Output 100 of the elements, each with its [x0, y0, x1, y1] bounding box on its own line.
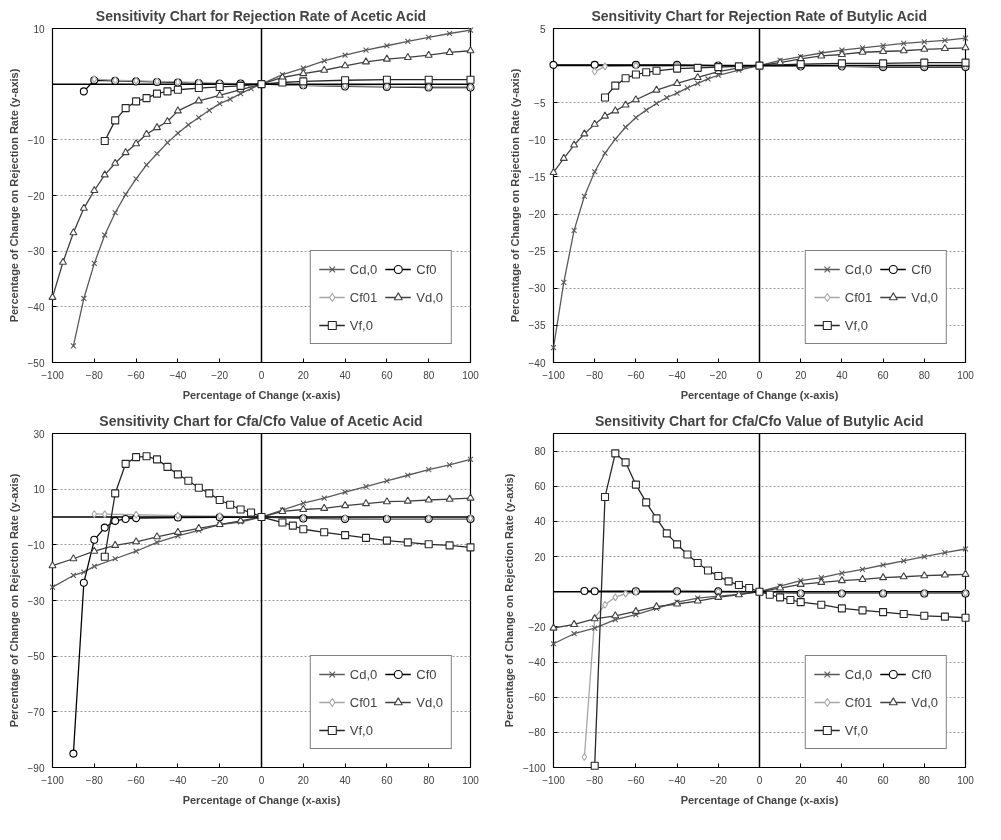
legend-label: Cf0 [416, 666, 437, 682]
x-tick-label: 60 [877, 369, 890, 381]
x-tick-label: −100 [41, 369, 65, 381]
legend-label: Cd,0 [349, 261, 378, 277]
y-tick-label: −90 [27, 762, 45, 774]
x-tick-label: −20 [211, 369, 229, 381]
legend-label: Cd,0 [844, 261, 873, 277]
legend-label: Vd,0 [416, 289, 443, 305]
x-tick-label: 40 [339, 774, 352, 786]
x-tick-label: −40 [668, 774, 687, 786]
y-tick-label: 5 [539, 23, 546, 35]
x-tick-label: −80 [586, 369, 604, 381]
legend-label: Vf,0 [844, 317, 868, 333]
x-tick-label: 40 [339, 369, 352, 381]
y-axis-title: Percentage of Change on Rejection Rate (y-axis) [508, 68, 521, 323]
y-tick-label: −60 [528, 692, 546, 704]
y-tick-label: −10 [528, 134, 546, 146]
x-tick-label: −20 [211, 774, 229, 786]
x-tick-label: 60 [381, 774, 393, 786]
y-tick-label: −40 [27, 301, 45, 313]
y-tick-label: −10 [27, 134, 45, 146]
y-tick-label: −40 [528, 357, 546, 369]
y-tick-label: 20 [534, 551, 546, 563]
x-tick-label: 80 [423, 774, 435, 786]
legend-label: Vd,0 [416, 694, 443, 710]
x-tick-label: 60 [381, 369, 393, 381]
legend-label: Cf01 [844, 289, 873, 305]
y-tick-label: −70 [27, 706, 45, 718]
y-tick-label: 10 [33, 484, 45, 496]
x-tick-label: −80 [85, 369, 104, 381]
x-tick-label: 100 [462, 369, 480, 381]
y-tick-label: −20 [528, 621, 546, 633]
x-tick-label: 100 [957, 774, 975, 786]
x-tick-label: −60 [627, 774, 645, 786]
x-tick-label: −40 [169, 369, 187, 381]
y-tick-label: −30 [27, 246, 45, 258]
y-axis-title: Percentage of Change on Rejection Rate (y-axis) [7, 473, 20, 728]
x-tick-label: 20 [297, 774, 310, 786]
x-tick-label: 40 [836, 774, 848, 786]
y-axis-title: Percentage of Change on Rejection Rate (y-axis) [7, 68, 20, 323]
y-axis-title: Percentage of Change on Rejection Rate (y-axis) [502, 473, 515, 728]
legend-label: Cd,0 [844, 666, 873, 682]
x-tick-label: 40 [836, 369, 848, 381]
y-tick-label: −35 [528, 320, 546, 332]
x-tick-label: 0 [756, 774, 763, 786]
y-tick-label: 30 [33, 428, 45, 440]
x-axis-title: Percentage of Change (x-axis) [680, 388, 839, 401]
x-tick-label: 20 [795, 369, 807, 381]
y-tick-label: 40 [534, 516, 546, 528]
x-axis-title: Percentage of Change (x-axis) [182, 388, 341, 401]
x-tick-label: 0 [258, 369, 265, 381]
x-tick-label: −20 [709, 369, 728, 381]
chart-title: Sensitivity Chart for Rejection Rate of Butylic Acid [591, 7, 928, 24]
x-tick-label: 20 [795, 774, 807, 786]
x-tick-label: 100 [957, 369, 975, 381]
chart-title: Sensitivity Chart for Cfa/Cfo Value of Butylic Acid [594, 412, 924, 429]
legend-label: Vf,0 [349, 722, 373, 738]
legend-label: Vd,0 [911, 694, 938, 710]
y-tick-label: 80 [534, 446, 546, 458]
x-tick-label: −60 [127, 369, 146, 381]
x-tick-label: 80 [918, 774, 931, 786]
y-tick-label: −30 [27, 595, 45, 607]
y-tick-label: −20 [528, 209, 546, 221]
legend-label: Cf0 [911, 261, 932, 277]
y-tick-label: −15 [528, 171, 546, 183]
x-tick-label: −60 [627, 369, 645, 381]
y-tick-label: −100 [522, 762, 546, 774]
x-tick-label: 0 [756, 369, 763, 381]
legend-label: Vf,0 [349, 317, 373, 333]
x-axis-title: Percentage of Change (x-axis) [680, 793, 839, 806]
legend-label: Vd,0 [911, 289, 938, 305]
x-tick-label: 100 [462, 774, 480, 786]
y-tick-label: −80 [528, 727, 546, 739]
y-tick-label: 60 [534, 481, 546, 493]
x-tick-label: −100 [542, 774, 566, 786]
x-tick-label: 20 [297, 369, 310, 381]
y-tick-label: −10 [27, 539, 45, 551]
x-tick-label: −60 [127, 774, 146, 786]
y-tick-label: −50 [27, 651, 45, 663]
x-tick-label: 0 [258, 774, 265, 786]
legend-label: Cf01 [844, 694, 873, 710]
y-tick-label: −25 [528, 246, 546, 258]
y-tick-label: −50 [27, 357, 45, 369]
x-tick-label: −100 [542, 369, 566, 381]
y-tick-label: −40 [528, 657, 546, 669]
x-tick-label: 80 [423, 369, 435, 381]
y-tick-label: −20 [27, 190, 45, 202]
legend-label: Cf01 [349, 289, 378, 305]
x-tick-label: −40 [668, 369, 687, 381]
legend-label: Cf0 [416, 261, 437, 277]
x-tick-label: −80 [85, 774, 104, 786]
x-tick-label: −100 [41, 774, 65, 786]
legend-label: Cd,0 [349, 666, 378, 682]
x-tick-label: 80 [918, 369, 931, 381]
y-tick-label: −5 [534, 97, 546, 109]
chart-title: Sensitivity Chart for Rejection Rate of Acetic Acid [95, 7, 427, 24]
y-tick-label: −30 [528, 283, 546, 295]
legend-label: Vf,0 [844, 722, 868, 738]
legend-label: Cf0 [911, 666, 932, 682]
x-tick-label: 60 [877, 774, 890, 786]
